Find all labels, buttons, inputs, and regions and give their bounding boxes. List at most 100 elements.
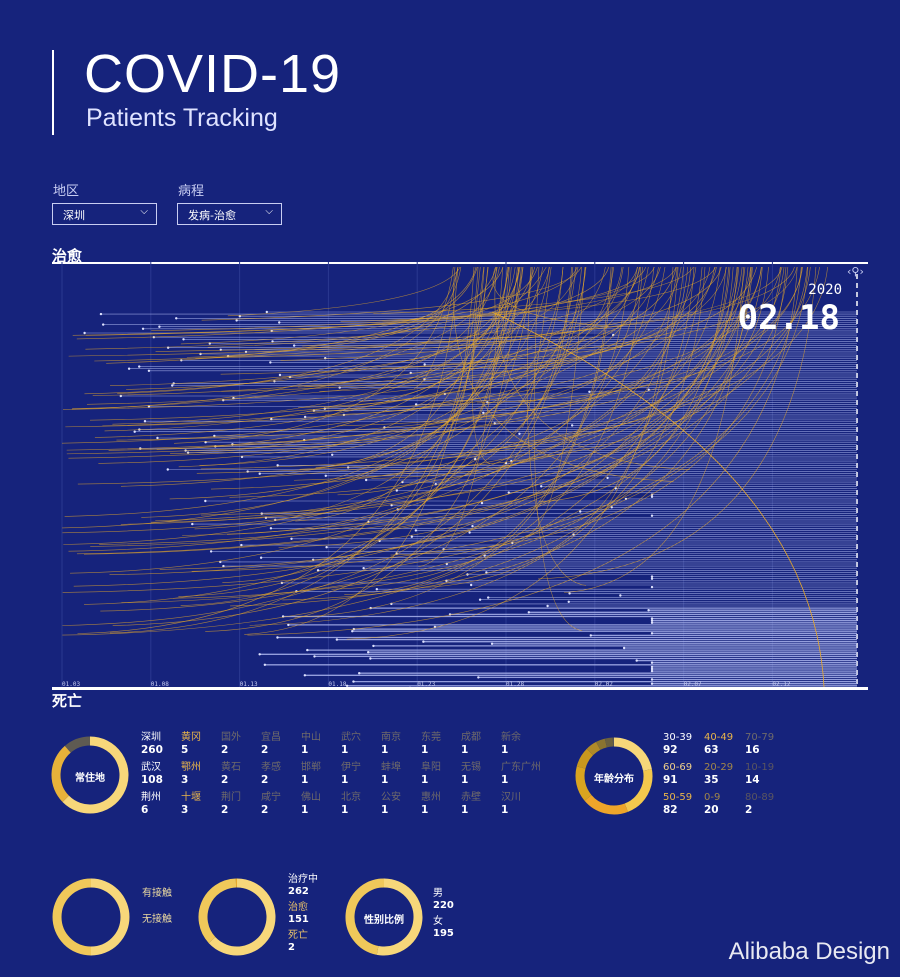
city-count: 2 <box>221 774 229 786</box>
x-tick-label: 02.02 <box>594 681 613 688</box>
onset-point <box>650 665 654 669</box>
cured-arc <box>65 266 781 428</box>
cured-arc <box>294 266 613 618</box>
onset-point <box>175 317 178 320</box>
onset-point <box>292 344 296 347</box>
cured-arc <box>76 266 578 340</box>
cured-arc <box>373 266 694 314</box>
onset-point <box>351 630 354 633</box>
city-name: 咸宁 <box>261 792 281 803</box>
onset-point <box>191 522 194 526</box>
age-donut-label: 年龄分布 <box>594 774 634 785</box>
app-subtitle: Patients Tracking <box>86 104 278 132</box>
onset-point <box>414 403 418 406</box>
onset-point <box>186 451 190 454</box>
city-count: 3 <box>181 804 189 816</box>
age-group-item: 70-79 16 <box>745 732 786 756</box>
onset-point <box>468 531 471 534</box>
onset-point <box>238 315 242 318</box>
cured-arc <box>468 266 717 369</box>
cured-arc <box>126 266 550 390</box>
donut-segment <box>62 736 129 814</box>
age-range: 70-79 <box>745 732 775 743</box>
onset-point <box>650 617 654 620</box>
donut-segment <box>64 736 91 753</box>
x-tick-label: 01.18 <box>328 681 347 688</box>
city-name: 东莞 <box>421 732 441 743</box>
city-count: 260 <box>141 744 163 756</box>
onset-point <box>650 682 654 685</box>
cured-arc <box>280 266 661 361</box>
onset-point <box>127 367 131 370</box>
city-count: 5 <box>181 744 189 756</box>
city-name: 阜阳 <box>421 762 441 773</box>
onset-point <box>276 464 279 467</box>
age-group-item: 60-69 91 <box>663 762 704 786</box>
onset-point <box>271 340 274 343</box>
cured-arc <box>344 266 612 595</box>
cured-arc <box>68 266 642 552</box>
cured-arc <box>68 266 783 357</box>
city-name: 赤壁 <box>461 792 481 803</box>
age-range: 10-19 <box>745 762 775 773</box>
onset-point <box>278 373 282 377</box>
city-item: 咸宁 2 <box>261 792 301 816</box>
city-name: 中山 <box>301 732 321 743</box>
cured-arc <box>220 266 798 375</box>
city-item: 成都 1 <box>461 732 501 756</box>
cured-arc <box>249 266 706 626</box>
donut-segment <box>604 737 614 748</box>
onset-point <box>138 365 141 368</box>
cured-arc <box>210 266 678 490</box>
city-name: 鄂州 <box>181 762 201 773</box>
city-item: 十堰 3 <box>181 792 221 816</box>
city-name: 宜昌 <box>261 732 281 743</box>
cured-arc <box>295 266 489 522</box>
cured-arc <box>62 266 695 636</box>
cured-arc <box>63 266 711 410</box>
city-item: 武穴 1 <box>341 732 381 756</box>
donut-segment <box>586 741 601 756</box>
onset-point <box>469 583 473 587</box>
onset-point <box>246 470 249 473</box>
city-name: 武汉 <box>141 762 161 773</box>
cured-arc <box>71 266 462 410</box>
cured-arc <box>109 266 731 575</box>
residence-donut <box>51 736 129 814</box>
city-name: 十堰 <box>181 792 201 803</box>
city-count: 108 <box>141 774 163 786</box>
watermark-logo: Alibaba Design <box>728 938 890 965</box>
x-tick-label: 01.03 <box>62 681 81 688</box>
x-axis: 01.03 01.08 01.13 01.18 01.23 01.28 02.02 02.07… <box>0 681 900 691</box>
cured-arc <box>525 266 586 537</box>
city-item: 新余 1 <box>501 732 541 756</box>
region-value: 深圳 <box>63 209 85 222</box>
onset-point <box>276 636 279 639</box>
onset-point <box>423 363 426 366</box>
cured-arc <box>83 266 769 555</box>
residence-list: 深圳 260 黄冈 5 国外 2 宜昌 2 中山 1 武穴 1 南京 1 东莞 1 成都 1 新余 1 武汉 108 鄂州 3… <box>141 732 541 816</box>
cured-arc <box>194 266 508 530</box>
donut-segment <box>90 878 130 956</box>
cured-arc <box>169 266 564 500</box>
time-handle-icon[interactable]: ‹⚲› <box>847 265 864 278</box>
status-cured-count: 151 <box>288 914 309 925</box>
onset-point <box>182 338 185 341</box>
course-select[interactable]: 发病-治愈 ⌵ <box>177 203 282 225</box>
region-select[interactable]: 深圳 ⌵ <box>52 203 157 225</box>
onset-point <box>367 651 370 654</box>
onset-point <box>635 659 638 662</box>
cured-arc <box>337 266 586 496</box>
cured-arc <box>521 266 552 428</box>
age-range: 20-29 <box>704 762 734 773</box>
city-name: 南京 <box>381 732 401 743</box>
cured-arc <box>359 266 520 403</box>
city-name: 武穴 <box>341 732 361 743</box>
cured-arc <box>297 266 606 388</box>
region-label: 地区 <box>53 184 80 199</box>
onset-point <box>324 474 327 477</box>
age-count: 2 <box>745 804 753 816</box>
current-date: 02.18 <box>737 298 840 338</box>
onset-point <box>650 678 654 681</box>
city-item: 黄石 2 <box>221 762 261 786</box>
